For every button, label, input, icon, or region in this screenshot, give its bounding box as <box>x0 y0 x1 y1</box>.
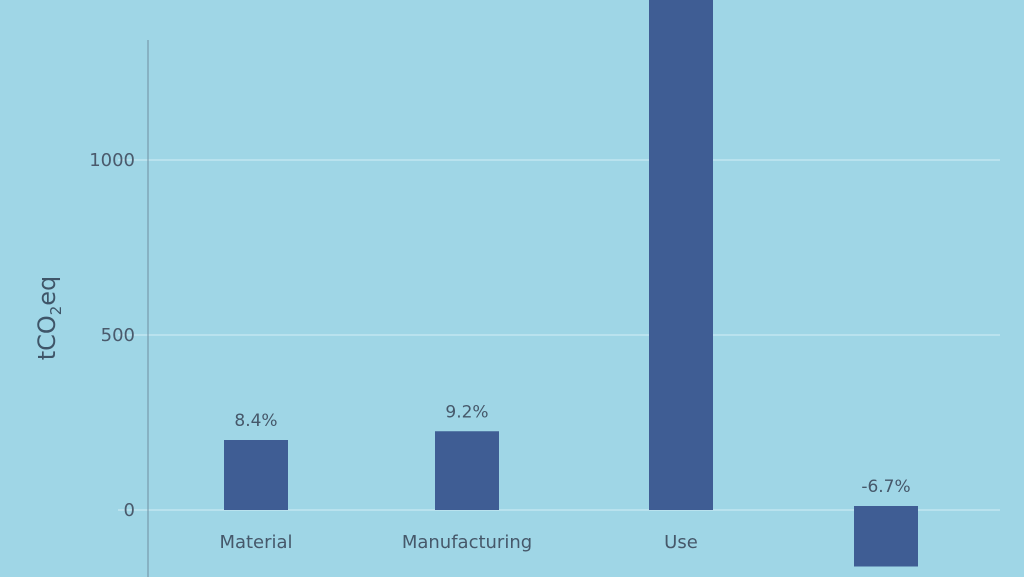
bars <box>224 0 918 567</box>
bar-use <box>649 0 713 510</box>
data-labels: 8.4%9.2%82%-6.7% <box>234 402 910 497</box>
y-axis-label-main: tCO <box>33 315 61 360</box>
y-tick-label: 1000 <box>89 150 135 171</box>
y-axis-label-tail: eq <box>33 276 61 306</box>
y-tick-label: 0 <box>124 500 135 521</box>
bar-manufacturing <box>435 431 499 510</box>
bar-eol <box>854 506 918 567</box>
data-label-material: 8.4% <box>234 411 277 431</box>
y-tick-label: 500 <box>101 325 135 346</box>
y-axis-label-subscript: 2 <box>47 306 65 316</box>
y-axis-label: tCO2eq <box>33 276 65 361</box>
data-label-manufacturing: 9.2% <box>445 402 488 422</box>
gridlines <box>118 159 1000 511</box>
category-label-use: Use <box>664 532 698 553</box>
y-tick-labels: 05001000150020002500 <box>89 150 135 521</box>
data-label-eol: -6.7% <box>861 477 910 497</box>
category-labels: MaterialManufacturingUseEOL <box>219 532 903 553</box>
category-label-material: Material <box>219 532 292 553</box>
bar-material <box>224 440 288 510</box>
category-label-manufacturing: Manufacturing <box>402 532 532 553</box>
